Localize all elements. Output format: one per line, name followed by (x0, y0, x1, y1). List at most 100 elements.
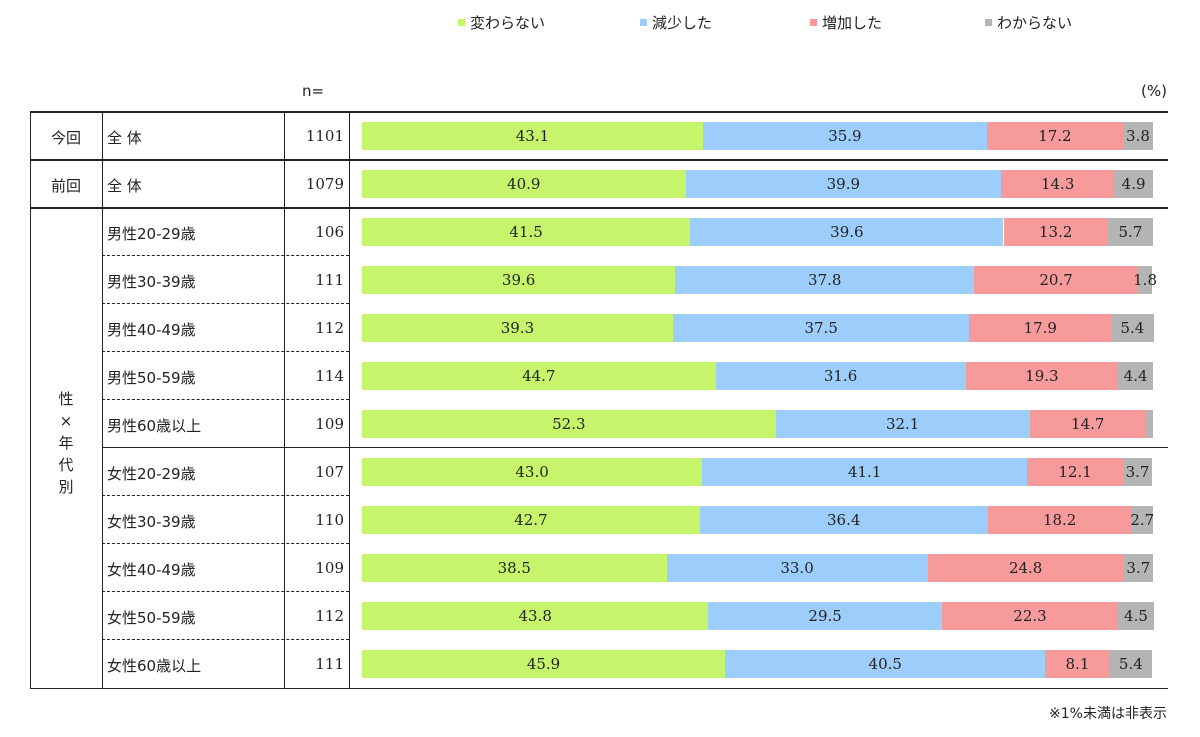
bar-value-label: 43.8 (518, 607, 552, 625)
bar-segment (362, 602, 709, 630)
bar-value-label: 3.7 (1125, 463, 1150, 481)
bar-segment (702, 458, 1028, 486)
group-label-demographic: × (59, 412, 73, 430)
bar-value-label: 38.5 (497, 559, 531, 577)
bar-segment (1137, 266, 1153, 294)
bar-segment (708, 602, 942, 630)
row-separator (30, 207, 1168, 209)
bar-value-label: 33.0 (780, 559, 814, 577)
row-label: 全 体 (107, 177, 142, 195)
footnote: ※1%未満は非表示 (1049, 706, 1167, 722)
bar-value-label: 45.9 (526, 655, 561, 673)
bar-value-label: 41.1 (847, 463, 882, 481)
bar-segment (362, 458, 703, 486)
bar-segment (1118, 602, 1154, 630)
n-column-header: n= (302, 82, 325, 100)
legend-label: わからない (997, 14, 1073, 32)
bar-value-label: 40.5 (868, 655, 902, 673)
bar-value-label: 43.1 (515, 127, 550, 145)
row-label: 男性60歳以上 (107, 417, 202, 435)
legend-swatch (810, 19, 817, 26)
row-n: 1079 (305, 175, 344, 193)
bar-value-label: 14.7 (1071, 415, 1105, 433)
bar-segment (1114, 170, 1153, 198)
bar-value-label: 42.7 (514, 511, 548, 529)
bar-segment (1111, 314, 1154, 342)
table-left-border (30, 111, 31, 689)
bar-value-label: 4.4 (1123, 367, 1148, 385)
bar-value-label: 44.7 (522, 367, 556, 385)
group-label-previous: 前回 (50, 177, 81, 195)
legend-label: 増加した (822, 14, 883, 32)
row-n: 107 (315, 463, 344, 481)
row-label: 男性50-59歳 (107, 369, 196, 387)
bar-segment (666, 554, 928, 582)
bar-segment (362, 362, 716, 390)
legend-label: 変わらない (470, 14, 546, 32)
bar-segment (699, 506, 988, 534)
legend-label: 減少した (652, 14, 713, 32)
bar-value-label: 24.8 (1008, 559, 1043, 577)
bar-segment (1145, 410, 1153, 438)
bar-segment (702, 122, 987, 150)
bar-value-label: 14.3 (1040, 175, 1075, 193)
group-label-demographic: 性 (58, 390, 74, 408)
bar-segment (715, 362, 966, 390)
bar-value-label: 2.7 (1130, 511, 1155, 529)
column-divider (102, 111, 103, 689)
row-n: 1101 (305, 127, 344, 145)
row-n: 112 (315, 319, 344, 337)
legend-item: 増加した (810, 12, 882, 33)
legend-swatch (640, 19, 647, 26)
bar-segment (1122, 458, 1153, 486)
bar-value-label: 3.7 (1126, 559, 1151, 577)
bar-segment (362, 410, 776, 438)
bar-value-label: 37.8 (808, 271, 842, 289)
row-dashed-separator (102, 639, 349, 640)
bar-segment (362, 554, 667, 582)
bar-value-label: 4.9 (1121, 175, 1146, 193)
row-n: 114 (315, 367, 344, 385)
bar-segment (362, 314, 673, 342)
bar-segment (969, 314, 1112, 342)
legend-swatch (458, 19, 465, 26)
bar-value-label: 5.7 (1118, 223, 1143, 241)
bar-value-label: 52.3 (552, 415, 586, 433)
row-n: 106 (315, 223, 344, 241)
row-dashed-separator (102, 591, 349, 592)
bar-segment (362, 170, 686, 198)
row-dashed-separator (102, 303, 349, 304)
column-divider (349, 111, 350, 689)
bar-segment (1045, 650, 1110, 678)
bar-segment (362, 122, 703, 150)
group-label-demographic: 代 (58, 456, 74, 474)
bar-value-label: 5.4 (1120, 319, 1145, 337)
bar-segment (927, 554, 1124, 582)
bar-segment (1131, 506, 1153, 534)
bar-value-label: 19.3 (1025, 367, 1059, 385)
legend-item: 変わらない (458, 12, 545, 33)
row-n: 111 (315, 655, 344, 673)
row-label: 男性20-29歳 (107, 225, 196, 243)
bar-value-label: 39.6 (501, 271, 536, 289)
bar-value-label: 1.8 (1133, 271, 1157, 289)
bar-segment (941, 602, 1119, 630)
row-n: 109 (315, 415, 344, 433)
bar-segment (1109, 650, 1153, 678)
bar-segment (1027, 458, 1123, 486)
bar-segment (1003, 218, 1108, 246)
legend-swatch (985, 19, 992, 26)
chart-legend: 変わらない 減少した 増加した わからない (0, 12, 1200, 36)
bar-segment (672, 314, 970, 342)
bar-value-label: 29.5 (808, 607, 842, 625)
row-dashed-separator (102, 399, 349, 400)
bar-segment (685, 170, 1002, 198)
bar-value-label: 4.5 (1124, 607, 1148, 625)
bar-segment (965, 362, 1119, 390)
bar-value-label: 17.9 (1023, 319, 1057, 337)
column-divider (284, 111, 285, 689)
bar-segment (362, 650, 726, 678)
bar-segment (1029, 410, 1146, 438)
bar-value-label: 5.4 (1118, 655, 1143, 673)
bar-value-label: 18.2 (1042, 511, 1077, 529)
